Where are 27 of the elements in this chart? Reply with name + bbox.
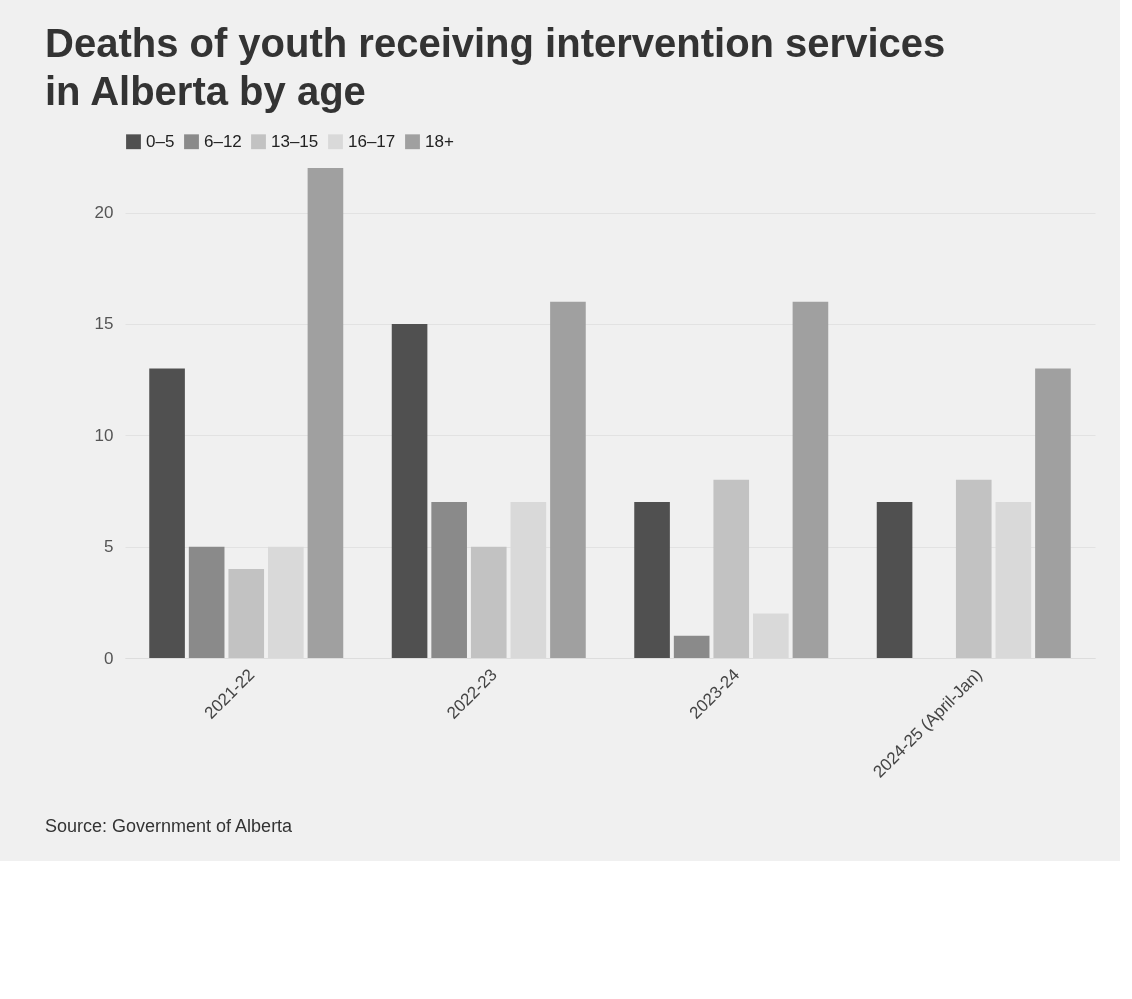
bar: [550, 301, 586, 658]
y-tick-label: 20: [94, 203, 114, 223]
y-tick-label: 5: [104, 537, 114, 557]
legend-label: 6–12: [204, 131, 242, 151]
bar: [228, 568, 265, 658]
legend-label: 18+: [425, 131, 454, 151]
bar: [713, 479, 750, 658]
bar: [149, 368, 185, 658]
bar: [673, 635, 710, 658]
y-tick-label: 0: [104, 648, 114, 668]
bar: [470, 546, 507, 658]
y-tick-label: 15: [94, 314, 114, 334]
bar: [876, 502, 913, 658]
bar: [1035, 368, 1071, 658]
bar: [431, 502, 467, 658]
legend-label: 0–5: [146, 131, 175, 151]
bar: [188, 546, 225, 658]
chart-title: Deaths of youth receiving intervention services in Alberta by age: [45, 21, 946, 113]
legend-label: 16–17: [348, 131, 396, 151]
bar: [955, 479, 992, 658]
y-tick-label: 10: [94, 425, 114, 445]
bar: [634, 502, 670, 658]
bar: [792, 301, 829, 658]
source-note: Source: Government of Alberta: [45, 816, 294, 836]
bar: [391, 323, 428, 658]
legend-label: 13–15: [271, 131, 319, 151]
bar: [307, 168, 344, 658]
